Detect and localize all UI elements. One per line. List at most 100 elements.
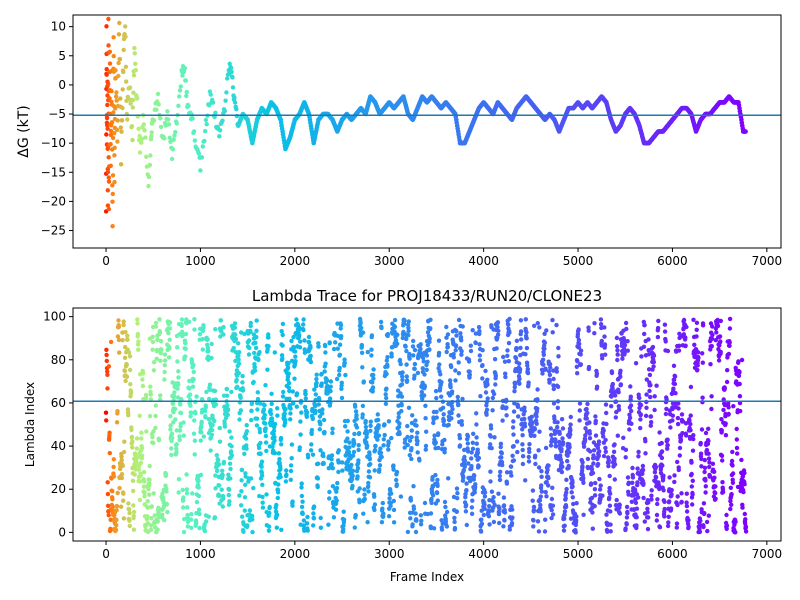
- lambda-point: [695, 350, 701, 355]
- lambda-point: [404, 336, 409, 342]
- lambda-point: [438, 372, 443, 377]
- lambda-point: [421, 393, 427, 398]
- lambda-point: [225, 412, 230, 417]
- lambda-point: [480, 348, 485, 353]
- lambda-point: [523, 352, 528, 357]
- lambda-point: [307, 340, 312, 345]
- lambda-point: [611, 449, 617, 454]
- lambda-point: [594, 384, 600, 389]
- lambda-point: [111, 474, 117, 479]
- lambda-point: [306, 334, 312, 340]
- lambda-point: [240, 380, 245, 385]
- lambda-point: [148, 527, 154, 532]
- dg-plot: 0 1000 2000 3000 4000 5000 6000 7000 −25−20−15−…: [16, 14, 782, 268]
- lambda-point: [515, 404, 521, 409]
- lambda-point: [597, 449, 602, 454]
- lambda-point: [581, 512, 586, 517]
- lambda-point: [267, 504, 272, 510]
- lambda-point: [474, 441, 479, 446]
- lambda-point: [459, 338, 464, 343]
- lambda-point: [575, 371, 580, 376]
- lambda-point: [395, 341, 400, 346]
- lambda-point: [510, 425, 516, 430]
- lambda-point: [608, 529, 613, 534]
- lambda-point: [584, 406, 589, 412]
- lambda-point: [263, 426, 268, 431]
- lambda-point: [580, 460, 585, 465]
- lambda-point: [189, 410, 194, 416]
- lambda-point: [597, 487, 603, 492]
- lambda-point: [594, 371, 600, 376]
- lambda-point: [435, 483, 440, 489]
- lambda-point: [134, 460, 139, 466]
- dg-point: [213, 110, 218, 116]
- lambda-point: [679, 491, 684, 496]
- lambda-point: [178, 410, 184, 416]
- lambda-point: [592, 487, 598, 492]
- lambda-point: [287, 396, 292, 401]
- lambda-point: [514, 346, 519, 351]
- lambda-point: [488, 442, 493, 447]
- lambda-point: [424, 353, 430, 358]
- lambda-point: [135, 331, 141, 337]
- lambda-point: [606, 458, 611, 463]
- lambda-point: [562, 523, 567, 528]
- lambda-point: [116, 318, 121, 323]
- lambda-point: [659, 449, 665, 454]
- lambda-point: [692, 342, 697, 347]
- lambda-point: [239, 503, 244, 508]
- lambda-point: [114, 517, 119, 523]
- lambda-point: [172, 394, 177, 399]
- lambda-point: [130, 445, 135, 450]
- lambda-point: [578, 362, 584, 367]
- lambda-point: [113, 527, 119, 533]
- lambda-point: [520, 442, 525, 447]
- lambda-point: [143, 396, 149, 401]
- lambda-point: [361, 511, 366, 516]
- lambda-point: [236, 341, 241, 346]
- dg-point: [203, 129, 208, 134]
- lambda-point: [106, 364, 112, 369]
- lambda-point: [637, 395, 642, 401]
- lambda-point: [297, 345, 303, 350]
- lambda-point: [481, 512, 486, 518]
- lambda-point: [340, 460, 345, 465]
- lambda-point: [623, 526, 628, 531]
- lambda-point: [452, 519, 457, 525]
- lambda-point: [712, 469, 717, 474]
- lambda-point: [155, 519, 160, 524]
- lambda-point: [317, 414, 323, 419]
- lambda-point: [107, 430, 112, 435]
- lambda-point: [624, 504, 630, 510]
- lambda-point: [537, 498, 543, 503]
- lambda-point: [118, 504, 124, 509]
- lambda-point: [337, 352, 343, 357]
- lambda-point: [645, 510, 650, 515]
- lambda-point: [174, 442, 179, 447]
- lambda-point: [412, 361, 418, 367]
- lambda-point: [294, 404, 299, 409]
- dg-point: [229, 69, 234, 75]
- lambda-point: [228, 466, 233, 472]
- lambda-point: [703, 490, 708, 495]
- dg-point: [234, 107, 239, 112]
- dg-point: [135, 96, 140, 101]
- lambda-point: [560, 426, 566, 431]
- lambda-point: [375, 412, 380, 417]
- lambda-point: [454, 509, 459, 514]
- lambda-point: [393, 338, 399, 343]
- lambda-point: [104, 418, 109, 423]
- x-tick-label: 2000: [280, 547, 311, 561]
- lambda-point: [389, 354, 394, 359]
- lambda-point: [206, 417, 212, 422]
- lambda-point: [424, 367, 429, 372]
- lambda-point: [577, 401, 583, 406]
- lambda-point: [500, 418, 505, 423]
- lambda-point: [562, 509, 568, 514]
- lambda-point: [125, 333, 130, 338]
- dg-point: [105, 126, 110, 131]
- lambda-point: [177, 434, 182, 439]
- lambda-point: [288, 463, 294, 468]
- lambda-point: [229, 453, 234, 458]
- lambda-point: [511, 419, 516, 424]
